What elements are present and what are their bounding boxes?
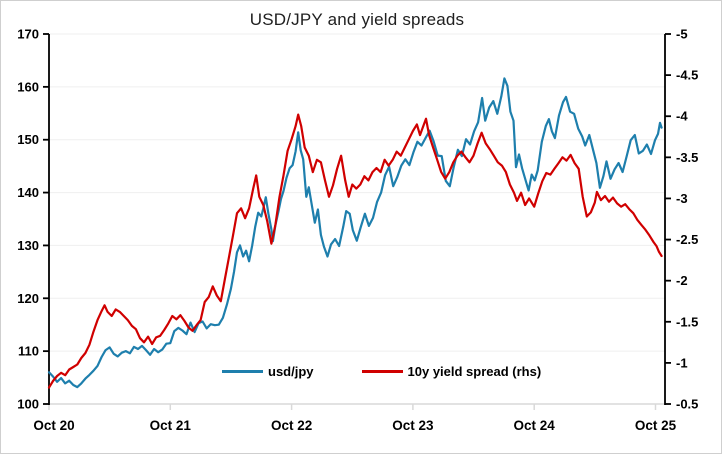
legend-label-yield-spread: 10y yield spread (rhs) bbox=[407, 364, 542, 379]
svg-text:160: 160 bbox=[17, 79, 39, 94]
svg-text:Oct 21: Oct 21 bbox=[150, 418, 192, 433]
legend-item-usdjpy: usd/jpy bbox=[222, 364, 314, 379]
svg-text:Oct 25: Oct 25 bbox=[635, 418, 677, 433]
svg-text:-2: -2 bbox=[676, 273, 688, 288]
svg-text:-4.5: -4.5 bbox=[676, 68, 698, 83]
svg-text:140: 140 bbox=[17, 185, 39, 200]
legend-label-usdjpy: usd/jpy bbox=[268, 364, 314, 379]
svg-text:100: 100 bbox=[17, 397, 39, 412]
chart-legend: usd/jpy 10y yield spread (rhs) bbox=[222, 364, 541, 379]
svg-text:-2.5: -2.5 bbox=[676, 232, 698, 247]
svg-text:170: 170 bbox=[17, 27, 39, 42]
svg-text:150: 150 bbox=[17, 132, 39, 147]
svg-text:120: 120 bbox=[17, 291, 39, 306]
svg-text:Oct 20: Oct 20 bbox=[33, 418, 74, 433]
svg-text:-5: -5 bbox=[676, 27, 688, 42]
svg-text:130: 130 bbox=[17, 238, 39, 253]
yield-spread-line-swatch-icon bbox=[361, 370, 403, 373]
svg-text:-4: -4 bbox=[676, 109, 688, 124]
svg-text:Oct 23: Oct 23 bbox=[392, 418, 434, 433]
svg-text:-0.5: -0.5 bbox=[676, 397, 698, 412]
chart-title: USD/JPY and yield spreads bbox=[249, 10, 465, 29]
svg-text:Oct 24: Oct 24 bbox=[514, 418, 556, 433]
svg-text:-1.5: -1.5 bbox=[676, 314, 698, 329]
svg-text:110: 110 bbox=[18, 344, 39, 359]
svg-text:-3.5: -3.5 bbox=[676, 150, 698, 165]
usdjpy-line-swatch-icon bbox=[222, 370, 263, 373]
legend-item-yield-spread: 10y yield spread (rhs) bbox=[361, 364, 542, 379]
svg-text:Oct 22: Oct 22 bbox=[271, 418, 312, 433]
svg-text:-1: -1 bbox=[676, 355, 688, 370]
svg-text:-3: -3 bbox=[676, 191, 688, 206]
